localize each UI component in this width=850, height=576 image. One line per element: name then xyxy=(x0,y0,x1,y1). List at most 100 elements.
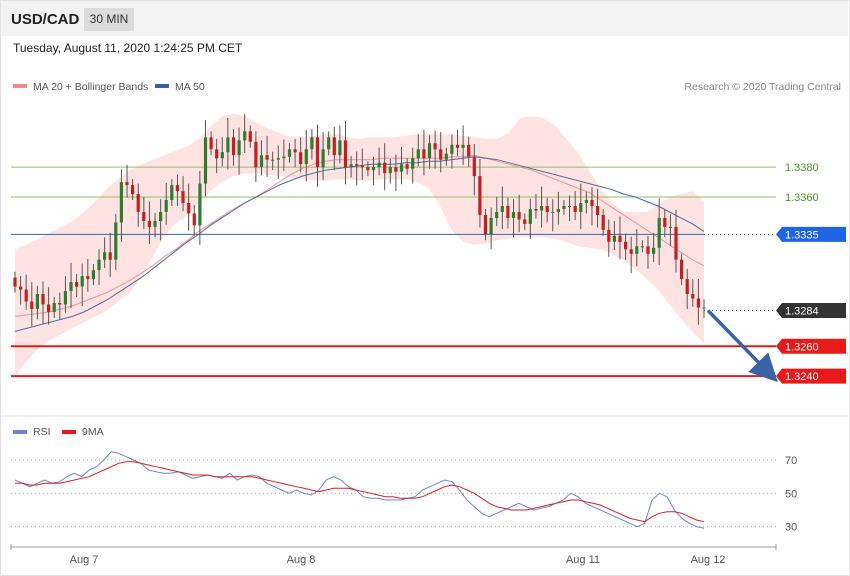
timeframe-badge[interactable]: 30 MIN xyxy=(84,8,134,31)
candle-body-31 xyxy=(187,203,191,214)
candle-body-71 xyxy=(411,158,415,169)
candle-body-14 xyxy=(91,270,95,280)
level-label-4: 1.3260 xyxy=(785,341,819,353)
candle-body-97 xyxy=(556,209,560,212)
candle-body-82 xyxy=(472,156,476,177)
candle-body-87 xyxy=(500,206,504,212)
candle-body-72 xyxy=(416,149,420,159)
credit-text: Research © 2020 Trading Central xyxy=(684,81,841,93)
rsi-plot: 70 50 30 xyxy=(11,451,797,534)
candle-body-48 xyxy=(282,156,286,159)
candle-body-63 xyxy=(366,167,370,171)
x-tick-2: Aug 11 xyxy=(566,554,600,566)
candle-body-15 xyxy=(97,259,101,271)
candle-body-84 xyxy=(483,214,488,235)
candle-body-41 xyxy=(243,131,247,141)
candle-body-95 xyxy=(545,206,549,212)
candle-body-25 xyxy=(153,220,157,227)
candle-body-33 xyxy=(198,183,202,226)
candle-body-62 xyxy=(360,165,364,168)
candle-body-16 xyxy=(103,252,107,260)
candle-body-103 xyxy=(590,200,594,206)
candle-body-26 xyxy=(159,212,163,221)
candle-body-93 xyxy=(534,209,538,211)
candle-body-113 xyxy=(646,246,650,254)
level-label-5: 1.3240 xyxy=(785,371,819,383)
candle-body-90 xyxy=(517,212,521,220)
candle-body-107 xyxy=(612,235,616,242)
candle-body-13 xyxy=(86,276,90,280)
bollinger-band xyxy=(15,113,704,377)
chart-header: USD/CAD 30 MIN xyxy=(1,1,848,36)
candle-body-20 xyxy=(125,182,129,186)
candle-body-67 xyxy=(388,167,392,174)
rsi-tick-2: 30 xyxy=(785,522,797,534)
candle-body-4 xyxy=(35,294,39,309)
candle-body-100 xyxy=(573,206,577,212)
rsi-tick-0: 70 xyxy=(785,455,797,467)
level-tag-bg-4 xyxy=(776,338,846,354)
candle-body-123 xyxy=(702,307,706,309)
candle-body-88 xyxy=(506,206,510,218)
candle-body-49 xyxy=(287,149,292,157)
level-label-2: 1.3335 xyxy=(785,229,819,241)
level-tag-2: 1.3335 xyxy=(776,226,846,242)
candle-body-117 xyxy=(668,226,672,228)
candle-body-59 xyxy=(343,140,348,168)
rsi-legend-label: RSI xyxy=(33,426,51,438)
ma9-legend-label: 9MA xyxy=(82,426,104,438)
candle-body-104 xyxy=(596,206,600,215)
candle-body-116 xyxy=(663,217,667,227)
candle-body-54 xyxy=(315,137,320,168)
candle-body-21 xyxy=(131,185,135,195)
rsi-legend-swatch xyxy=(13,430,27,434)
candle-body-73 xyxy=(422,149,426,159)
candle-body-66 xyxy=(383,162,387,174)
candle-body-108 xyxy=(618,235,622,242)
candle-body-51 xyxy=(299,152,303,165)
candle-body-45 xyxy=(265,155,269,160)
candle-body-101 xyxy=(579,203,583,212)
candle-body-10 xyxy=(69,282,73,292)
candle-body-1 xyxy=(19,286,23,290)
x-tick-0: Aug 7 xyxy=(70,554,99,566)
forecast-arrow xyxy=(706,309,778,383)
candle-body-37 xyxy=(220,152,224,159)
candle-body-112 xyxy=(640,246,644,248)
candle-body-44 xyxy=(259,155,264,168)
candle-body-6 xyxy=(47,304,51,312)
ma20-legend-label: MA 20 + Bollinger Bands xyxy=(33,81,148,93)
candle-body-94 xyxy=(540,206,544,211)
candle-body-29 xyxy=(175,185,179,192)
level-tag-0: 1.3380 xyxy=(785,162,819,174)
level-tag-4: 1.3260 xyxy=(776,338,846,354)
candle-body-89 xyxy=(511,212,516,218)
candle-body-43 xyxy=(254,141,258,168)
candle-body-92 xyxy=(528,209,532,224)
candle-body-2 xyxy=(24,289,28,302)
level-tag-bg-2 xyxy=(776,226,846,242)
candle-body-61 xyxy=(355,164,359,166)
candle-body-121 xyxy=(691,294,695,299)
candle-body-115 xyxy=(657,217,661,248)
ma50-legend-label: MA 50 xyxy=(175,81,205,93)
candle-body-83 xyxy=(478,176,482,215)
candle-body-36 xyxy=(215,149,219,159)
candle-body-99 xyxy=(568,206,572,207)
candle-body-79 xyxy=(455,144,460,148)
main-plot: 1.3380 1.3360 1.3335 1.3284 1.3260 1.3240 xyxy=(11,113,846,384)
candle-body-96 xyxy=(551,212,555,213)
level-label-3: 1.3284 xyxy=(785,305,819,317)
ma20-line xyxy=(14,154,705,317)
candle-body-70 xyxy=(405,164,409,169)
candle-body-56 xyxy=(327,137,331,150)
ma50-legend-swatch xyxy=(155,84,169,88)
candle-body-86 xyxy=(495,212,499,218)
candle-body-122 xyxy=(696,298,700,308)
candle-body-50 xyxy=(293,149,297,153)
level-tag-5: 1.3240 xyxy=(776,368,846,384)
candle-body-57 xyxy=(332,137,336,156)
level-tag-bg-5 xyxy=(776,368,846,384)
